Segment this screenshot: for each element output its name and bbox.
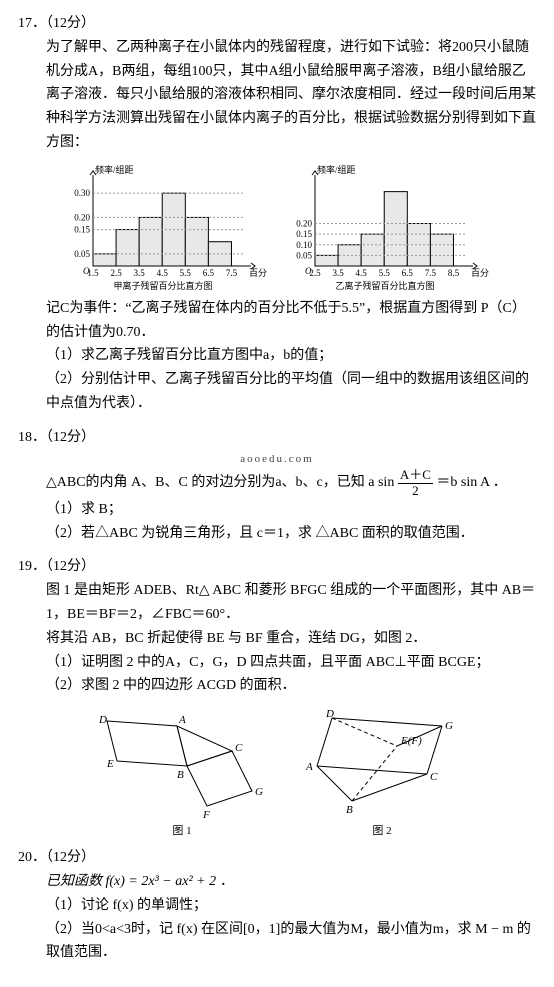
svg-text:0.10: 0.10 bbox=[296, 240, 312, 250]
svg-text:G: G bbox=[445, 720, 453, 732]
chart-yi: 频率/组距O0.050.100.150.202.53.54.55.56.57.5… bbox=[280, 161, 490, 291]
svg-text:A: A bbox=[305, 761, 313, 773]
svg-text:2.5: 2.5 bbox=[309, 268, 321, 278]
q17-number: 17．（12分） bbox=[18, 12, 536, 36]
svg-text:0.20: 0.20 bbox=[74, 212, 90, 222]
svg-text:0.30: 0.30 bbox=[74, 188, 90, 198]
svg-text:G: G bbox=[255, 786, 263, 798]
svg-text:0.15: 0.15 bbox=[296, 229, 312, 239]
svg-text:甲离子残留百分比直方图: 甲离子残留百分比直方图 bbox=[113, 280, 212, 291]
svg-text:A: A bbox=[178, 714, 186, 726]
q17-event-a: 记C为事件：“乙离子残留在体内的百分比不低于5.5”，根据直方图得到 bbox=[46, 301, 477, 316]
q18-stem: △ABC的内角 A、B、C 的对边分别为a、b、c，已知 a sin A＋C 2… bbox=[18, 468, 536, 498]
frac-num: A＋C bbox=[398, 468, 433, 483]
question-19: 19．（12分） 图 1 是由矩形 ADEB、Rt△ ABC 和菱形 BFGC … bbox=[18, 555, 536, 836]
q19-sub1: （1）证明图 2 中的A，C，G，D 四点共面，且平面 ABC⊥平面 BCGE； bbox=[18, 651, 536, 675]
q18-stem-a: △ABC的内角 A、B、C 的对边分别为a、b、c，已知 a sin bbox=[46, 475, 394, 490]
svg-text:F: F bbox=[202, 809, 210, 821]
q20-number: 20．（12分） bbox=[18, 846, 536, 870]
svg-text:4.5: 4.5 bbox=[356, 268, 368, 278]
q18-sub2: （2）若△ABC 为锐角三角形，且 c＝1，求 △ABC 面积的取值范围． bbox=[18, 522, 536, 546]
svg-text:0.05: 0.05 bbox=[74, 249, 90, 259]
svg-text:频率/组距: 频率/组距 bbox=[95, 164, 134, 175]
svg-text:2.5: 2.5 bbox=[110, 268, 122, 278]
q17-charts: 频率/组距O0.050.150.200.301.52.53.54.55.56.5… bbox=[18, 161, 536, 291]
svg-text:乙离子残留百分比直方图: 乙离子残留百分比直方图 bbox=[335, 280, 434, 291]
chart-jia: 频率/组距O0.050.150.200.301.52.53.54.55.56.5… bbox=[58, 161, 268, 291]
figure-2: D G A C B E(F) 图 2 bbox=[297, 706, 467, 836]
svg-text:6.5: 6.5 bbox=[402, 268, 414, 278]
q18-number: 18．（12分） bbox=[18, 426, 536, 450]
watermark: aooedu.com bbox=[18, 450, 536, 469]
svg-text:3.5: 3.5 bbox=[134, 268, 146, 278]
q17-sub2: （2）分别估计甲、乙离子残留百分比的平均值（同一组中的数据用该组区间的中点值为代… bbox=[18, 368, 536, 416]
q20-sub1: （1）讨论 f(x) 的单调性； bbox=[18, 894, 536, 918]
frac-den: 2 bbox=[398, 484, 433, 498]
q20-sub2: （2）当0<a<3时，记 f(x) 在区间[0，1]的最大值为M，最小值为m，求… bbox=[18, 918, 536, 966]
q18-sub1: （1）求 B； bbox=[18, 498, 536, 522]
figure-1: D A E B C F G 图 1 bbox=[87, 706, 277, 836]
svg-text:5.5: 5.5 bbox=[180, 268, 192, 278]
svg-text:D: D bbox=[325, 708, 334, 720]
q20-stem: 已知函数 f(x) = 2x³ − ax² + 2 ． bbox=[18, 870, 536, 894]
svg-text:0.15: 0.15 bbox=[74, 224, 90, 234]
svg-text:5.5: 5.5 bbox=[379, 268, 391, 278]
q19-number: 19．（12分） bbox=[18, 555, 536, 579]
svg-text:0.05: 0.05 bbox=[296, 250, 312, 260]
svg-text:4.5: 4.5 bbox=[157, 268, 169, 278]
question-17: 17．（12分） 为了解甲、乙两种离子在小鼠体内的残留程度，进行如下试验：将20… bbox=[18, 12, 536, 416]
q17-sub1: （1）求乙离子残留百分比直方图中a，b的值； bbox=[18, 344, 536, 368]
q17-stem: 为了解甲、乙两种离子在小鼠体内的残留程度，进行如下试验：将200只小鼠随机分成A… bbox=[18, 36, 536, 155]
svg-text:6.5: 6.5 bbox=[203, 268, 215, 278]
q19-p1: 图 1 是由矩形 ADEB、Rt△ ABC 和菱形 BFGC 组成的一个平面图形… bbox=[18, 579, 536, 627]
svg-text:D: D bbox=[98, 714, 107, 726]
svg-text:图 2: 图 2 bbox=[372, 824, 391, 836]
svg-text:C: C bbox=[430, 771, 438, 783]
svg-text:1.5: 1.5 bbox=[87, 268, 99, 278]
svg-text:8.5: 8.5 bbox=[448, 268, 460, 278]
fraction-ac-over-2: A＋C 2 bbox=[398, 468, 433, 498]
svg-text:7.5: 7.5 bbox=[226, 268, 238, 278]
svg-text:B: B bbox=[177, 769, 184, 781]
q19-sub2: （2）求图 2 中的四边形 ACGD 的面积． bbox=[18, 674, 536, 698]
svg-text:频率/组距: 频率/组距 bbox=[317, 164, 356, 175]
q19-figures: D A E B C F G 图 1 D G A C B E(F) 图 2 bbox=[18, 706, 536, 836]
svg-text:百分比: 百分比 bbox=[471, 267, 490, 278]
q19-p2: 将其沿 AB，BC 折起使得 BE 与 BF 重合，连结 DG，如图 2． bbox=[18, 627, 536, 651]
q17-event: 记C为事件：“乙离子残留在体内的百分比不低于5.5”，根据直方图得到 P（C）的… bbox=[18, 297, 536, 345]
svg-text:B: B bbox=[346, 804, 353, 816]
svg-text:E: E bbox=[106, 758, 114, 770]
svg-text:C: C bbox=[235, 742, 243, 754]
q18-stem-b: ＝b sin A ． bbox=[436, 475, 506, 490]
svg-text:图 1: 图 1 bbox=[172, 824, 191, 836]
question-20: 20．（12分） 已知函数 f(x) = 2x³ − ax² + 2 ． （1）… bbox=[18, 846, 536, 965]
svg-text:7.5: 7.5 bbox=[425, 268, 437, 278]
svg-text:E(F): E(F) bbox=[400, 735, 422, 747]
svg-text:3.5: 3.5 bbox=[332, 268, 344, 278]
svg-text:0.20: 0.20 bbox=[296, 218, 312, 228]
question-18: 18．（12分） aooedu.com △ABC的内角 A、B、C 的对边分别为… bbox=[18, 426, 536, 546]
svg-text:百分比: 百分比 bbox=[249, 267, 268, 278]
